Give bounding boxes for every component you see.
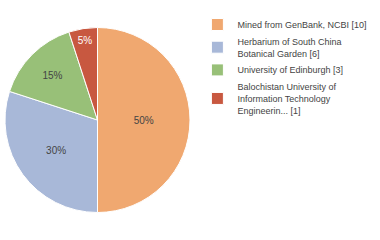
- svg-text:Balochistan University ofInfor: Balochistan University ofInformation Tec…: [237, 82, 336, 115]
- svg-text:Herbarium of South ChinaBotani: Herbarium of South ChinaBotanical Garden…: [237, 37, 341, 59]
- svg-text:30%: 30%: [46, 145, 66, 156]
- svg-text:Mined from GenBank, NCBI [10]: Mined from GenBank, NCBI [10]: [237, 20, 366, 30]
- svg-text:5%: 5%: [78, 35, 93, 46]
- svg-text:50%: 50%: [134, 115, 154, 126]
- svg-text:University of Edinburgh [3]: University of Edinburgh [3]: [237, 65, 343, 75]
- svg-text:15%: 15%: [42, 70, 62, 81]
